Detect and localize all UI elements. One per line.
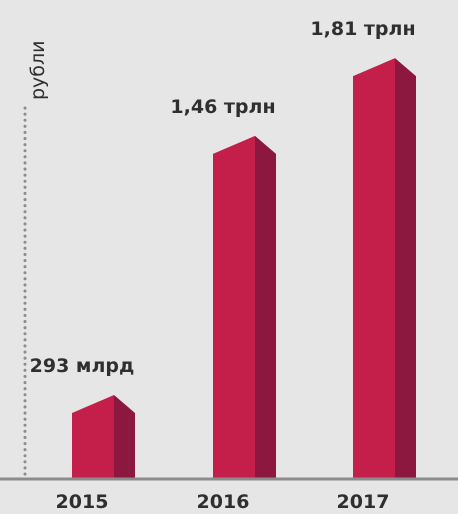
data-labels: 293 млрд 1,46 трлн 1,81 трлн [30,18,416,377]
bar-2015 [72,394,114,478]
bar-2016 [213,135,255,478]
data-label: 1,46 трлн [170,96,275,118]
x-tick-label: 2015 [56,491,109,513]
x-tick-labels: 2015 2016 2017 [56,491,390,513]
data-label: 1,81 трлн [310,18,415,40]
y-axis-title: рубли [27,40,49,100]
data-label: 293 млрд [30,355,135,377]
x-tick-label: 2017 [337,491,390,513]
x-tick-label: 2016 [197,491,250,513]
bar-side-2015 [114,394,135,478]
bar-2017 [353,58,395,479]
bar-side-2016 [255,135,276,478]
bar-side-2017 [395,58,416,479]
bars-group [72,58,416,479]
